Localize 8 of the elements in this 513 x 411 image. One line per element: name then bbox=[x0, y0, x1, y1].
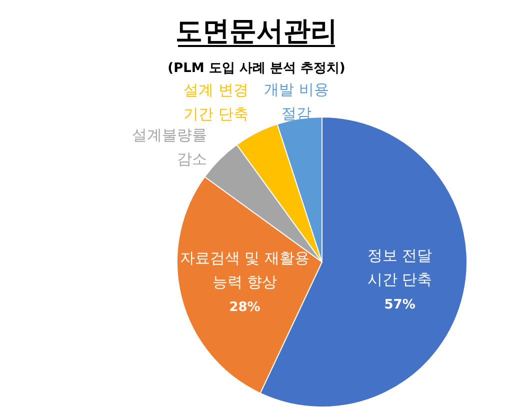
chart-title: 도면문서관리 bbox=[176, 16, 338, 47]
data-label: 57% bbox=[384, 297, 416, 312]
slice-label: 설계 변경 기간 단축 bbox=[183, 81, 248, 124]
chart-subtitle: (PLM 도입 사례 분석 추정치) bbox=[168, 61, 346, 76]
slice-label: 설계불량률 감소 bbox=[132, 126, 208, 168]
slice-label: 자료검색 및 재활용 능력 향상 bbox=[180, 248, 310, 291]
data-label: 28% bbox=[229, 300, 260, 315]
slice-label: 정보 전달 시간 단축 bbox=[367, 246, 432, 288]
